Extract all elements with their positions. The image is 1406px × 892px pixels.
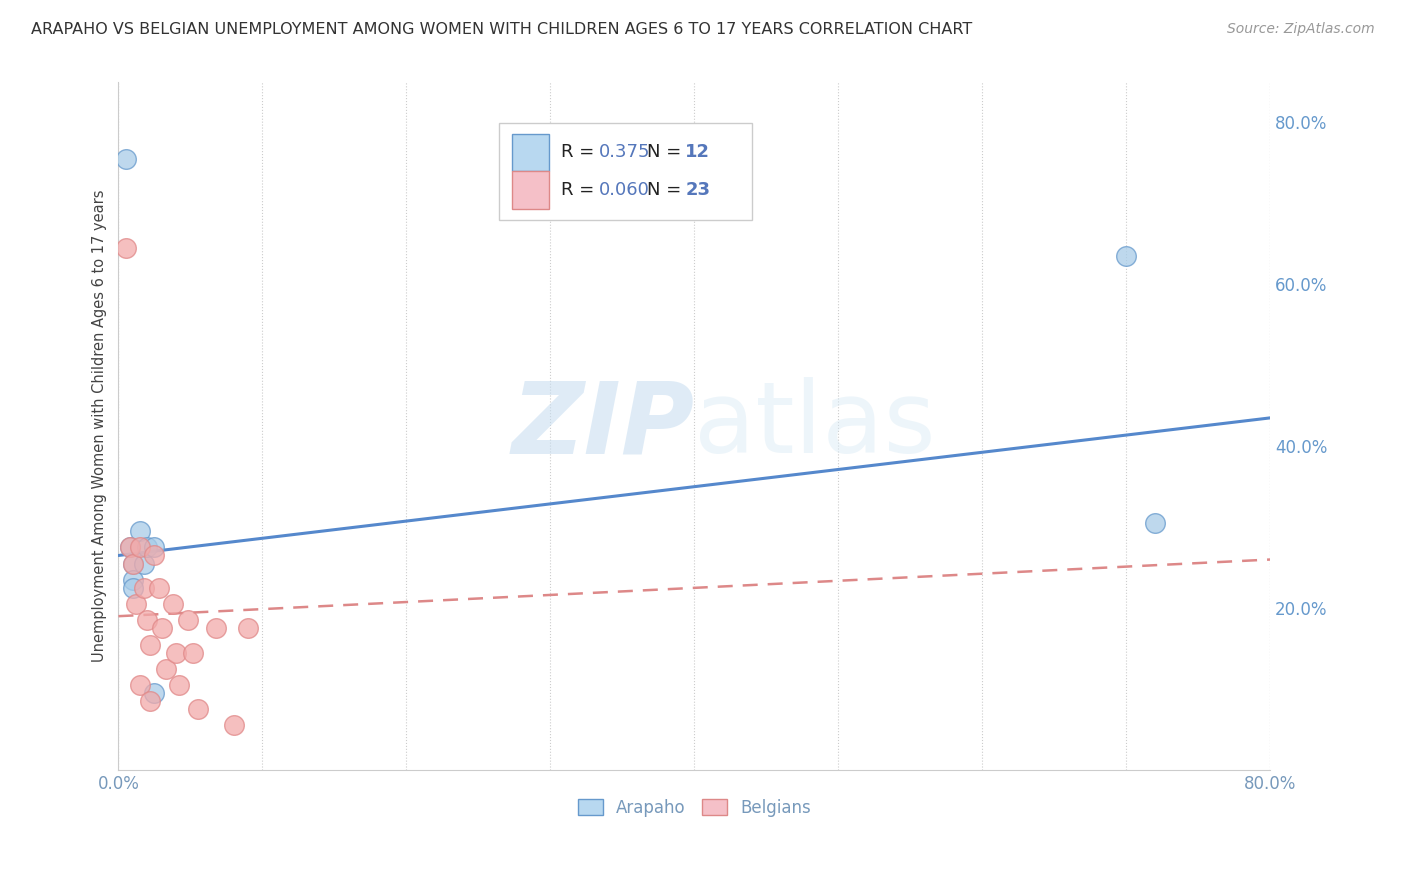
Point [121,573,143,587]
Point [167,678,190,692]
Point [155,662,177,676]
FancyBboxPatch shape [499,123,752,219]
Point [136,541,159,555]
Point [143,549,166,563]
Point [162,597,184,611]
Text: 23: 23 [685,181,710,199]
Point [143,686,166,700]
Text: atlas: atlas [695,377,936,475]
Text: R =: R = [561,144,600,161]
Text: N =: N = [647,144,688,161]
Point [134,581,156,595]
Point [181,646,204,660]
Text: ZIP: ZIP [512,377,695,475]
Point [187,702,209,716]
Point [129,524,152,539]
Point [176,613,198,627]
Point [118,541,141,555]
FancyBboxPatch shape [512,171,550,210]
Point [236,621,259,635]
Point [136,613,159,627]
Point [118,541,141,555]
Point [129,541,152,555]
Point [143,541,166,555]
Point [139,694,162,708]
Point [150,621,173,635]
Y-axis label: Unemployment Among Women with Children Ages 6 to 17 years: Unemployment Among Women with Children A… [93,190,107,662]
Point [114,152,136,166]
Point [129,678,152,692]
Point [121,557,143,571]
Point [134,557,156,571]
Text: N =: N = [647,181,688,199]
Point [139,638,162,652]
Point [165,646,187,660]
Text: 0.375: 0.375 [599,144,651,161]
FancyBboxPatch shape [512,134,550,171]
Point [121,557,143,571]
Point [1115,249,1137,263]
Point [114,241,136,255]
Text: 0.060: 0.060 [599,181,650,199]
Point [121,581,143,595]
Point [148,581,170,595]
Point [205,621,228,635]
Legend: Arapaho, Belgians: Arapaho, Belgians [571,792,818,823]
Text: ARAPAHO VS BELGIAN UNEMPLOYMENT AMONG WOMEN WITH CHILDREN AGES 6 TO 17 YEARS COR: ARAPAHO VS BELGIAN UNEMPLOYMENT AMONG WO… [31,22,972,37]
Point [125,597,148,611]
Point [1144,516,1167,530]
Point [222,718,245,732]
Text: Source: ZipAtlas.com: Source: ZipAtlas.com [1227,22,1375,37]
Text: R =: R = [561,181,600,199]
Text: 12: 12 [685,144,710,161]
